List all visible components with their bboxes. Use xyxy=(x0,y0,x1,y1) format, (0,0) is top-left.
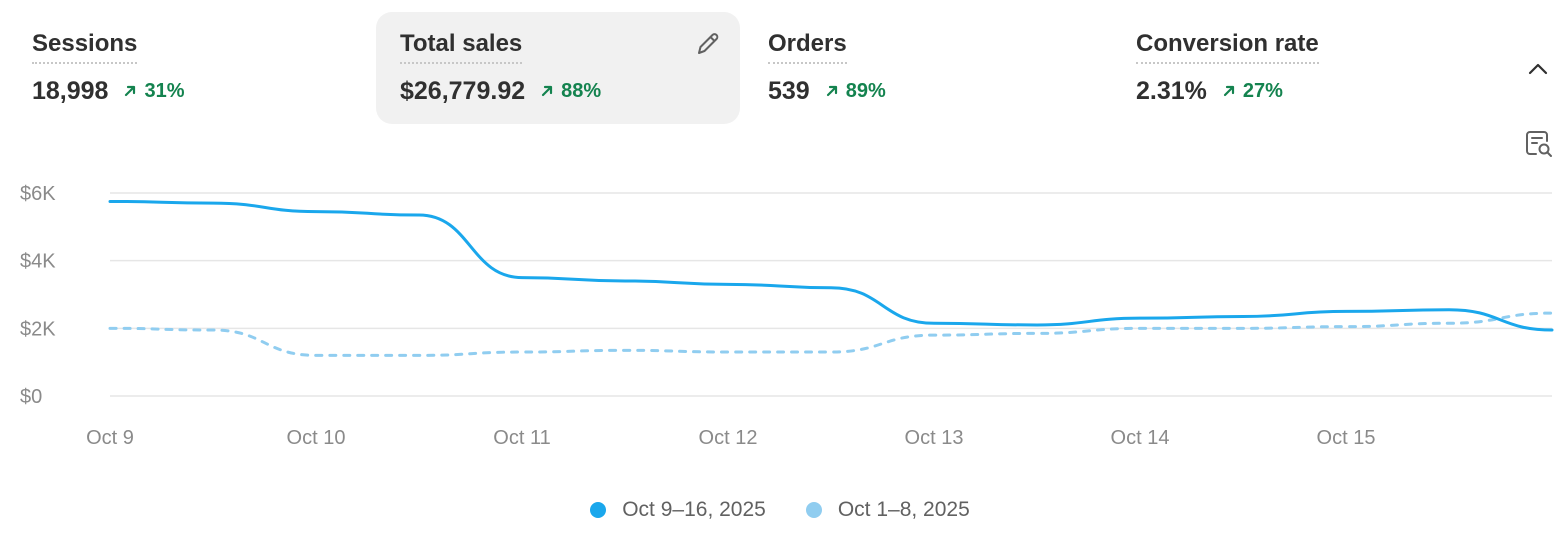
legend-item-current[interactable]: Oct 9–16, 2025 xyxy=(590,498,766,522)
legend-swatch xyxy=(590,502,607,518)
metric-value: 18,998 xyxy=(32,77,109,105)
x-tick-label: Oct 14 xyxy=(1111,427,1170,449)
metric-change-value: 88% xyxy=(561,79,602,102)
trend-up-arrow-icon xyxy=(1223,85,1234,97)
metric-change: 88% xyxy=(539,80,601,103)
metric-title[interactable]: Sessions xyxy=(32,30,138,64)
series-line-current[interactable] xyxy=(108,199,1554,332)
metric-title[interactable]: Conversion rate xyxy=(1136,30,1319,64)
chart-legend: Oct 9–16, 2025 Oct 1–8, 2025 xyxy=(0,498,1560,522)
y-tick-label: $6K xyxy=(20,183,56,205)
legend-swatch xyxy=(805,502,822,518)
metric-card-conversion-rate[interactable]: Conversion rate 2.31% 27% xyxy=(1112,12,1476,124)
x-tick-label: Oct 9 xyxy=(86,427,134,449)
metric-value: 539 xyxy=(768,77,810,105)
trend-up-arrow-icon xyxy=(542,85,553,97)
x-tick-label: Oct 11 xyxy=(493,427,550,449)
metric-change-value: 89% xyxy=(845,79,886,102)
x-tick-label: Oct 13 xyxy=(905,427,964,449)
x-tick-label: Oct 10 xyxy=(287,427,346,449)
legend-item-previous[interactable]: Oct 1–8, 2025 xyxy=(805,498,970,522)
x-tick-label: Oct 15 xyxy=(1317,427,1376,449)
metric-change: 27% xyxy=(1221,80,1283,103)
series-line-previous[interactable] xyxy=(108,311,1554,357)
chevron-up-icon[interactable] xyxy=(1522,54,1554,82)
metric-title[interactable]: Orders xyxy=(768,30,847,64)
metric-value: 2.31% xyxy=(1136,77,1207,105)
trend-up-arrow-icon xyxy=(125,85,136,97)
metric-change-value: 27% xyxy=(1242,79,1283,102)
metric-card-total-sales[interactable]: Total sales $26,779.92 88% xyxy=(376,12,740,124)
y-tick-label: $4K xyxy=(20,251,56,273)
metric-card-sessions[interactable]: Sessions 18,998 31% xyxy=(8,12,372,124)
metric-change: 89% xyxy=(824,80,886,103)
legend-label: Oct 1–8, 2025 xyxy=(837,498,970,521)
report-search-icon[interactable] xyxy=(1522,128,1554,160)
pencil-icon[interactable] xyxy=(694,30,722,58)
y-tick-label: $0 xyxy=(20,386,42,408)
metric-change-value: 31% xyxy=(144,79,185,102)
trend-up-arrow-icon xyxy=(826,85,837,97)
metric-value: $26,779.92 xyxy=(400,77,526,105)
sales-line-chart: $0 $2K $4K $6K Oct 9 Oct 10 Oct 11 Oct 12 Oct 13… xyxy=(20,183,1554,449)
metric-card-orders[interactable]: Orders 539 89% xyxy=(744,12,1108,124)
metric-title[interactable]: Total sales xyxy=(400,30,523,64)
x-tick-label: Oct 12 xyxy=(699,427,758,449)
y-tick-label: $2K xyxy=(20,318,56,340)
metric-change: 31% xyxy=(122,79,185,103)
legend-label: Oct 9–16, 2025 xyxy=(622,498,766,521)
